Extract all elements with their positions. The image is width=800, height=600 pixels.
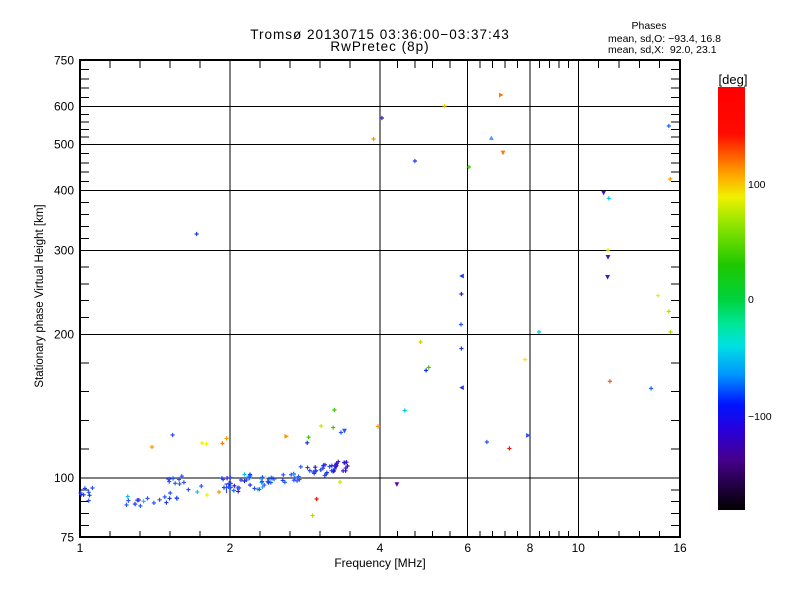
svg-text:mean, sd,X: 92.0, 23.1: mean, sd,X: 92.0, 23.1 [608, 44, 717, 56]
svg-text:4: 4 [377, 541, 384, 555]
svg-text:Tromsø 20130715 03:36:00−03:37: Tromsø 20130715 03:36:00−03:37:43 [250, 27, 510, 42]
svg-text:2: 2 [227, 541, 234, 555]
svg-text:[deg]: [deg] [719, 72, 748, 87]
svg-text:100: 100 [54, 471, 74, 485]
svg-text:75: 75 [61, 531, 75, 545]
svg-text:Stationary phase Virtual Heigh: Stationary phase Virtual Height [km] [34, 204, 46, 387]
svg-text:400: 400 [54, 184, 74, 198]
svg-text:10: 10 [572, 541, 586, 555]
svg-text:500: 500 [54, 137, 74, 151]
svg-text:100: 100 [748, 179, 766, 191]
svg-text:8: 8 [527, 541, 534, 555]
svg-text:300: 300 [54, 243, 74, 257]
svg-text:0: 0 [748, 294, 754, 306]
svg-text:mean, sd,O: −93.4, 16.8: mean, sd,O: −93.4, 16.8 [608, 33, 721, 45]
svg-text:16: 16 [673, 541, 687, 555]
svg-text:200: 200 [54, 327, 74, 341]
svg-text:6: 6 [464, 541, 471, 555]
svg-text:750: 750 [54, 54, 74, 68]
svg-text:−100: −100 [748, 411, 772, 423]
svg-text:600: 600 [54, 100, 74, 114]
svg-text:1: 1 [77, 541, 84, 555]
svg-text:Frequency [MHz]: Frequency [MHz] [334, 556, 425, 570]
svg-text:RwPretec (8p): RwPretec (8p) [330, 39, 429, 54]
svg-text:Phases: Phases [631, 20, 666, 32]
